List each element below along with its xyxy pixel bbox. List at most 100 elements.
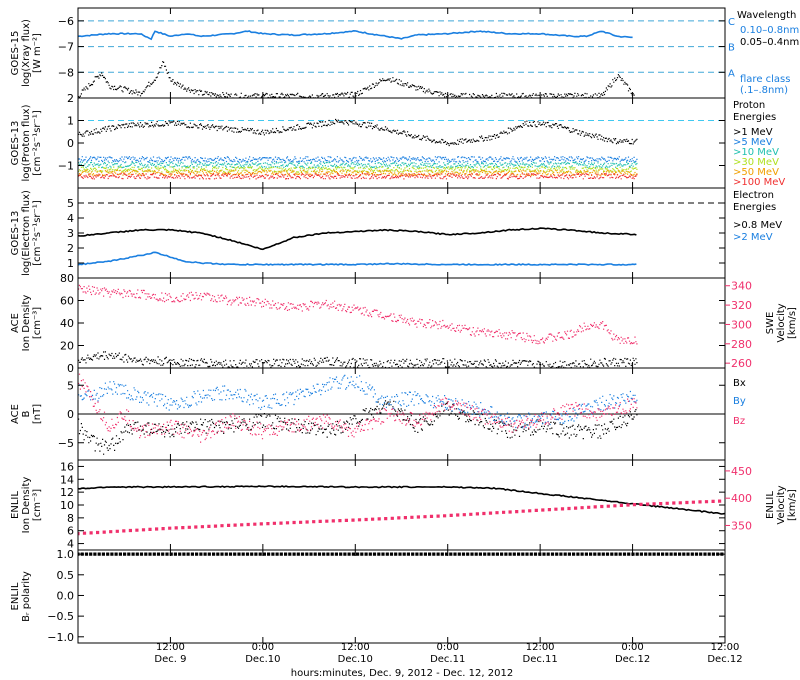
y2-tick-label: 450 xyxy=(731,465,752,478)
y-tick-label: −8 xyxy=(58,66,74,79)
y-tick-label: 0 xyxy=(67,137,74,150)
x-tick-day: Dec.12 xyxy=(707,654,742,665)
y-tick-label: −1 xyxy=(58,160,74,173)
y-axis-label: GOES-13 xyxy=(10,211,21,256)
y-tick-label: 16 xyxy=(60,460,74,473)
series-dots xyxy=(78,284,638,345)
y-axis-label: ACE xyxy=(10,313,21,333)
x-tick-time: 0:00 xyxy=(621,642,643,653)
y-axis-label: [cm⁻³] xyxy=(32,307,43,339)
panel-frame xyxy=(77,277,726,369)
y-tick-label: 2 xyxy=(67,242,74,255)
y-axis-label: Ion Density xyxy=(21,295,32,352)
y-tick-label: 14 xyxy=(60,473,74,486)
y-tick-label: 12 xyxy=(60,486,74,499)
y-axis-label: [cm⁻²s⁻¹sr⁻¹] xyxy=(32,110,43,176)
y-axis-label: [nT] xyxy=(32,404,43,424)
legend-title: Wavelength xyxy=(737,10,796,21)
legend-entry: 0.10–0.8nm xyxy=(740,25,799,36)
series-dots xyxy=(78,373,638,443)
y-axis-label: ACE xyxy=(10,404,21,424)
y-tick-label: −0.5 xyxy=(47,610,74,623)
series-2-5 xyxy=(78,169,638,177)
y2-tick-label: 350 xyxy=(731,519,752,532)
y-tick-label: 4 xyxy=(67,538,74,551)
panel-4: 0 20 40 60 80 260 280 300 320 340 SWE Velocity [km/s… xyxy=(10,272,798,375)
series-dots xyxy=(78,169,638,177)
panel-2: −1 0 1 2 GOES-13 log(Proton flux) [cm⁻²s⁻¹sr⁻¹… xyxy=(10,92,785,189)
y-tick-label: 0 xyxy=(67,408,74,421)
y-tick-label: 1.0 xyxy=(57,548,75,561)
series-3-1 xyxy=(78,227,637,251)
y-tick-label: 2 xyxy=(67,92,74,105)
series-dots xyxy=(78,61,635,98)
y-tick-label: −6 xyxy=(58,15,74,28)
legend-title: Proton xyxy=(733,100,765,111)
series-dots xyxy=(78,172,638,180)
legend-bz: Bz xyxy=(733,416,745,427)
y-axis-label: Bᵣ polarity xyxy=(21,571,32,622)
panel-1: −8 −7 −6 GOES-15 log(Xray flux) [W m⁻²] C B A Wav… xyxy=(10,7,799,99)
y-axis-label: B xyxy=(21,410,32,417)
legend-entry: >30 MeV xyxy=(733,157,779,168)
x-tick-time: 12:00 xyxy=(341,642,370,653)
flare-class-a: A xyxy=(728,68,735,79)
series-5-2 xyxy=(78,374,638,429)
legend-bx: Bx xyxy=(733,378,746,389)
x-tick-time: 12:00 xyxy=(711,642,740,653)
y-axis-label: ENLIL xyxy=(10,582,21,610)
y-tick-label: 4 xyxy=(67,212,74,225)
y2-axis-label: [km/s] xyxy=(787,489,798,521)
series-dots xyxy=(78,166,638,173)
series-7-1 xyxy=(78,552,724,556)
series-4-2 xyxy=(78,284,638,345)
x-tick-day: Dec.10 xyxy=(245,654,280,665)
y-tick-label: 10 xyxy=(60,499,74,512)
series-3-2 xyxy=(78,251,637,266)
panel-7: −1.0 −0.5 0.0 0.5 1.0 ENLIL Bᵣ polarity xyxy=(10,548,726,644)
y-tick-label: 1 xyxy=(67,257,74,270)
y2-axis-label: Velocity xyxy=(776,485,787,524)
series-6-2 xyxy=(78,499,722,536)
x-tick-day: Dec. 9 xyxy=(154,654,186,665)
y-axis-label: GOES-13 xyxy=(10,121,21,166)
panel-plot-area xyxy=(78,202,725,266)
flare-class-c: C xyxy=(728,17,735,28)
y2-axis-label: ENLIL xyxy=(765,491,776,519)
series-line xyxy=(78,251,637,266)
legend-title: Electron xyxy=(733,190,774,201)
x-tick-time: 0:00 xyxy=(252,642,274,653)
x-axis-label: hours:minutes, Dec. 9, 2012 - Dec. 12, 2… xyxy=(291,668,513,679)
y-tick-label: 5 xyxy=(67,379,74,392)
series-1-2 xyxy=(78,61,635,98)
series-line xyxy=(78,29,633,41)
series-dots xyxy=(78,374,638,429)
x-tick-day: Dec.11 xyxy=(523,654,558,665)
y-tick-label: 0.0 xyxy=(57,589,75,602)
y-tick-label: 80 xyxy=(60,272,74,285)
series-markers xyxy=(78,552,724,556)
y-tick-label: 5 xyxy=(67,197,74,210)
y-tick-label: 3 xyxy=(67,227,74,240)
flare-class-note: flare class xyxy=(740,74,790,85)
y-tick-label: 40 xyxy=(60,317,74,330)
series-dots xyxy=(78,156,638,163)
legend-entry: >100 MeV xyxy=(733,177,785,188)
panel-3: 1 2 3 4 5 GOES-13 log(Electron flux) [cm⁻²s⁻¹sr… xyxy=(10,187,782,279)
series-2-4 xyxy=(78,166,638,173)
x-tick-time: 12:00 xyxy=(526,642,555,653)
y-tick-label: 8 xyxy=(67,512,74,525)
y-axis-label: [W m⁻²] xyxy=(32,33,43,73)
series-markers xyxy=(78,499,722,536)
panel-plot-area xyxy=(78,552,724,556)
y2-axis-label: [km/s] xyxy=(787,307,798,339)
legend-by: By xyxy=(733,396,746,407)
panel-plot-area xyxy=(78,373,725,455)
series-2-1 xyxy=(78,118,638,147)
x-tick-day: Dec.10 xyxy=(338,654,373,665)
series-dots xyxy=(78,351,638,368)
series-2-6 xyxy=(78,172,638,180)
legend-entry: >50 MeV xyxy=(733,167,779,178)
y-axis-label: Ion Density xyxy=(21,477,32,534)
